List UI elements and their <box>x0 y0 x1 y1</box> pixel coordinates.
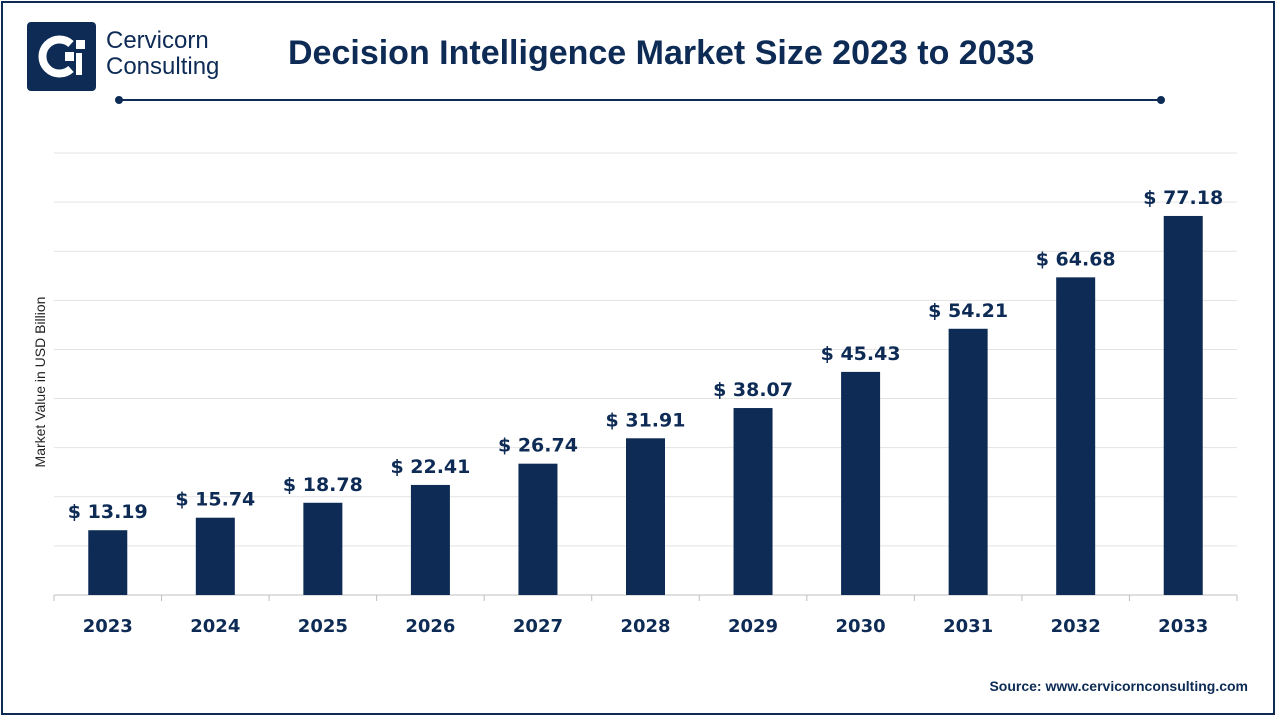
bar-value-label: $ 54.21 <box>928 300 1008 322</box>
cervicorn-logo-icon <box>38 35 85 78</box>
x-tick-label: 2025 <box>298 616 348 637</box>
brand-name-line1: Cervicorn <box>106 27 209 54</box>
bar-2024 <box>195 517 235 595</box>
bar-value-label: $ 64.68 <box>1036 248 1116 270</box>
x-tick-label: 2031 <box>943 616 993 637</box>
bar-value-label: $ 18.78 <box>283 474 363 496</box>
x-tick-label: 2032 <box>1051 616 1101 637</box>
bar-2027 <box>518 463 558 595</box>
bar-2029 <box>733 408 773 595</box>
bar-value-label: $ 38.07 <box>713 379 793 401</box>
bar-2032 <box>1056 277 1096 595</box>
brand-name-line2: Consulting <box>106 53 220 80</box>
x-tick-label: 2028 <box>620 616 670 637</box>
bar-2023 <box>88 530 128 595</box>
brand-name: Cervicorn Consulting <box>106 28 219 80</box>
bar-value-label: $ 77.18 <box>1143 187 1223 209</box>
x-tick-label: 2027 <box>513 616 563 637</box>
x-tick-label: 2024 <box>190 616 240 637</box>
title-underline-right-dot <box>1157 96 1165 104</box>
chart-title: Decision Intelligence Market Size 2023 t… <box>288 34 1035 72</box>
bar-2028 <box>626 438 665 595</box>
bar-value-label: $ 45.43 <box>821 343 901 365</box>
bar-value-label: $ 22.41 <box>390 456 470 478</box>
bar-value-label: $ 26.74 <box>498 435 578 457</box>
bar-2033 <box>1163 215 1203 595</box>
bar-value-label: $ 13.19 <box>68 501 148 523</box>
bar-2025 <box>303 502 343 595</box>
x-tick-label: 2026 <box>405 616 455 637</box>
x-tick-label: 2029 <box>728 616 778 637</box>
x-tick-label: 2023 <box>83 616 133 637</box>
bar-2026 <box>410 484 450 595</box>
title-underline-left-dot <box>115 96 123 104</box>
x-tick-label: 2033 <box>1158 616 1208 637</box>
source-note: Source: www.cervicornconsulting.com <box>989 678 1248 694</box>
bar-2030 <box>841 371 881 595</box>
bar-2031 <box>948 328 988 595</box>
title-underline <box>119 99 1162 101</box>
x-tick-label: 2030 <box>836 616 886 637</box>
bar-value-label: $ 15.74 <box>175 489 255 511</box>
brand-logo <box>27 22 96 91</box>
bar-value-label: $ 31.91 <box>606 409 686 431</box>
